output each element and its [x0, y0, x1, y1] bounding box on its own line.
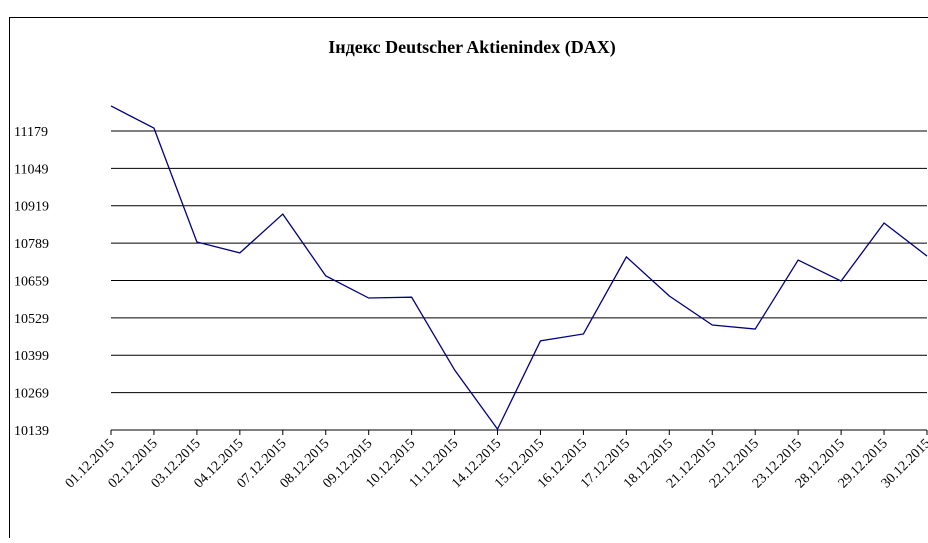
y-tick-label: 10269	[14, 387, 49, 402]
y-tick-label: 11049	[14, 162, 48, 177]
y-tick-label: 10139	[14, 424, 49, 439]
y-tick-label: 11179	[14, 125, 48, 140]
y-tick-label: 10789	[14, 237, 49, 252]
line	[111, 106, 927, 429]
y-tick-label: 10399	[14, 349, 49, 364]
y-tick-label: 10659	[14, 274, 49, 289]
chart-title: Індекс Deutscher Aktienindex (DAX)	[328, 37, 616, 58]
y-tick-label: 10919	[14, 200, 49, 215]
y-tick-label: 10529	[14, 312, 49, 327]
